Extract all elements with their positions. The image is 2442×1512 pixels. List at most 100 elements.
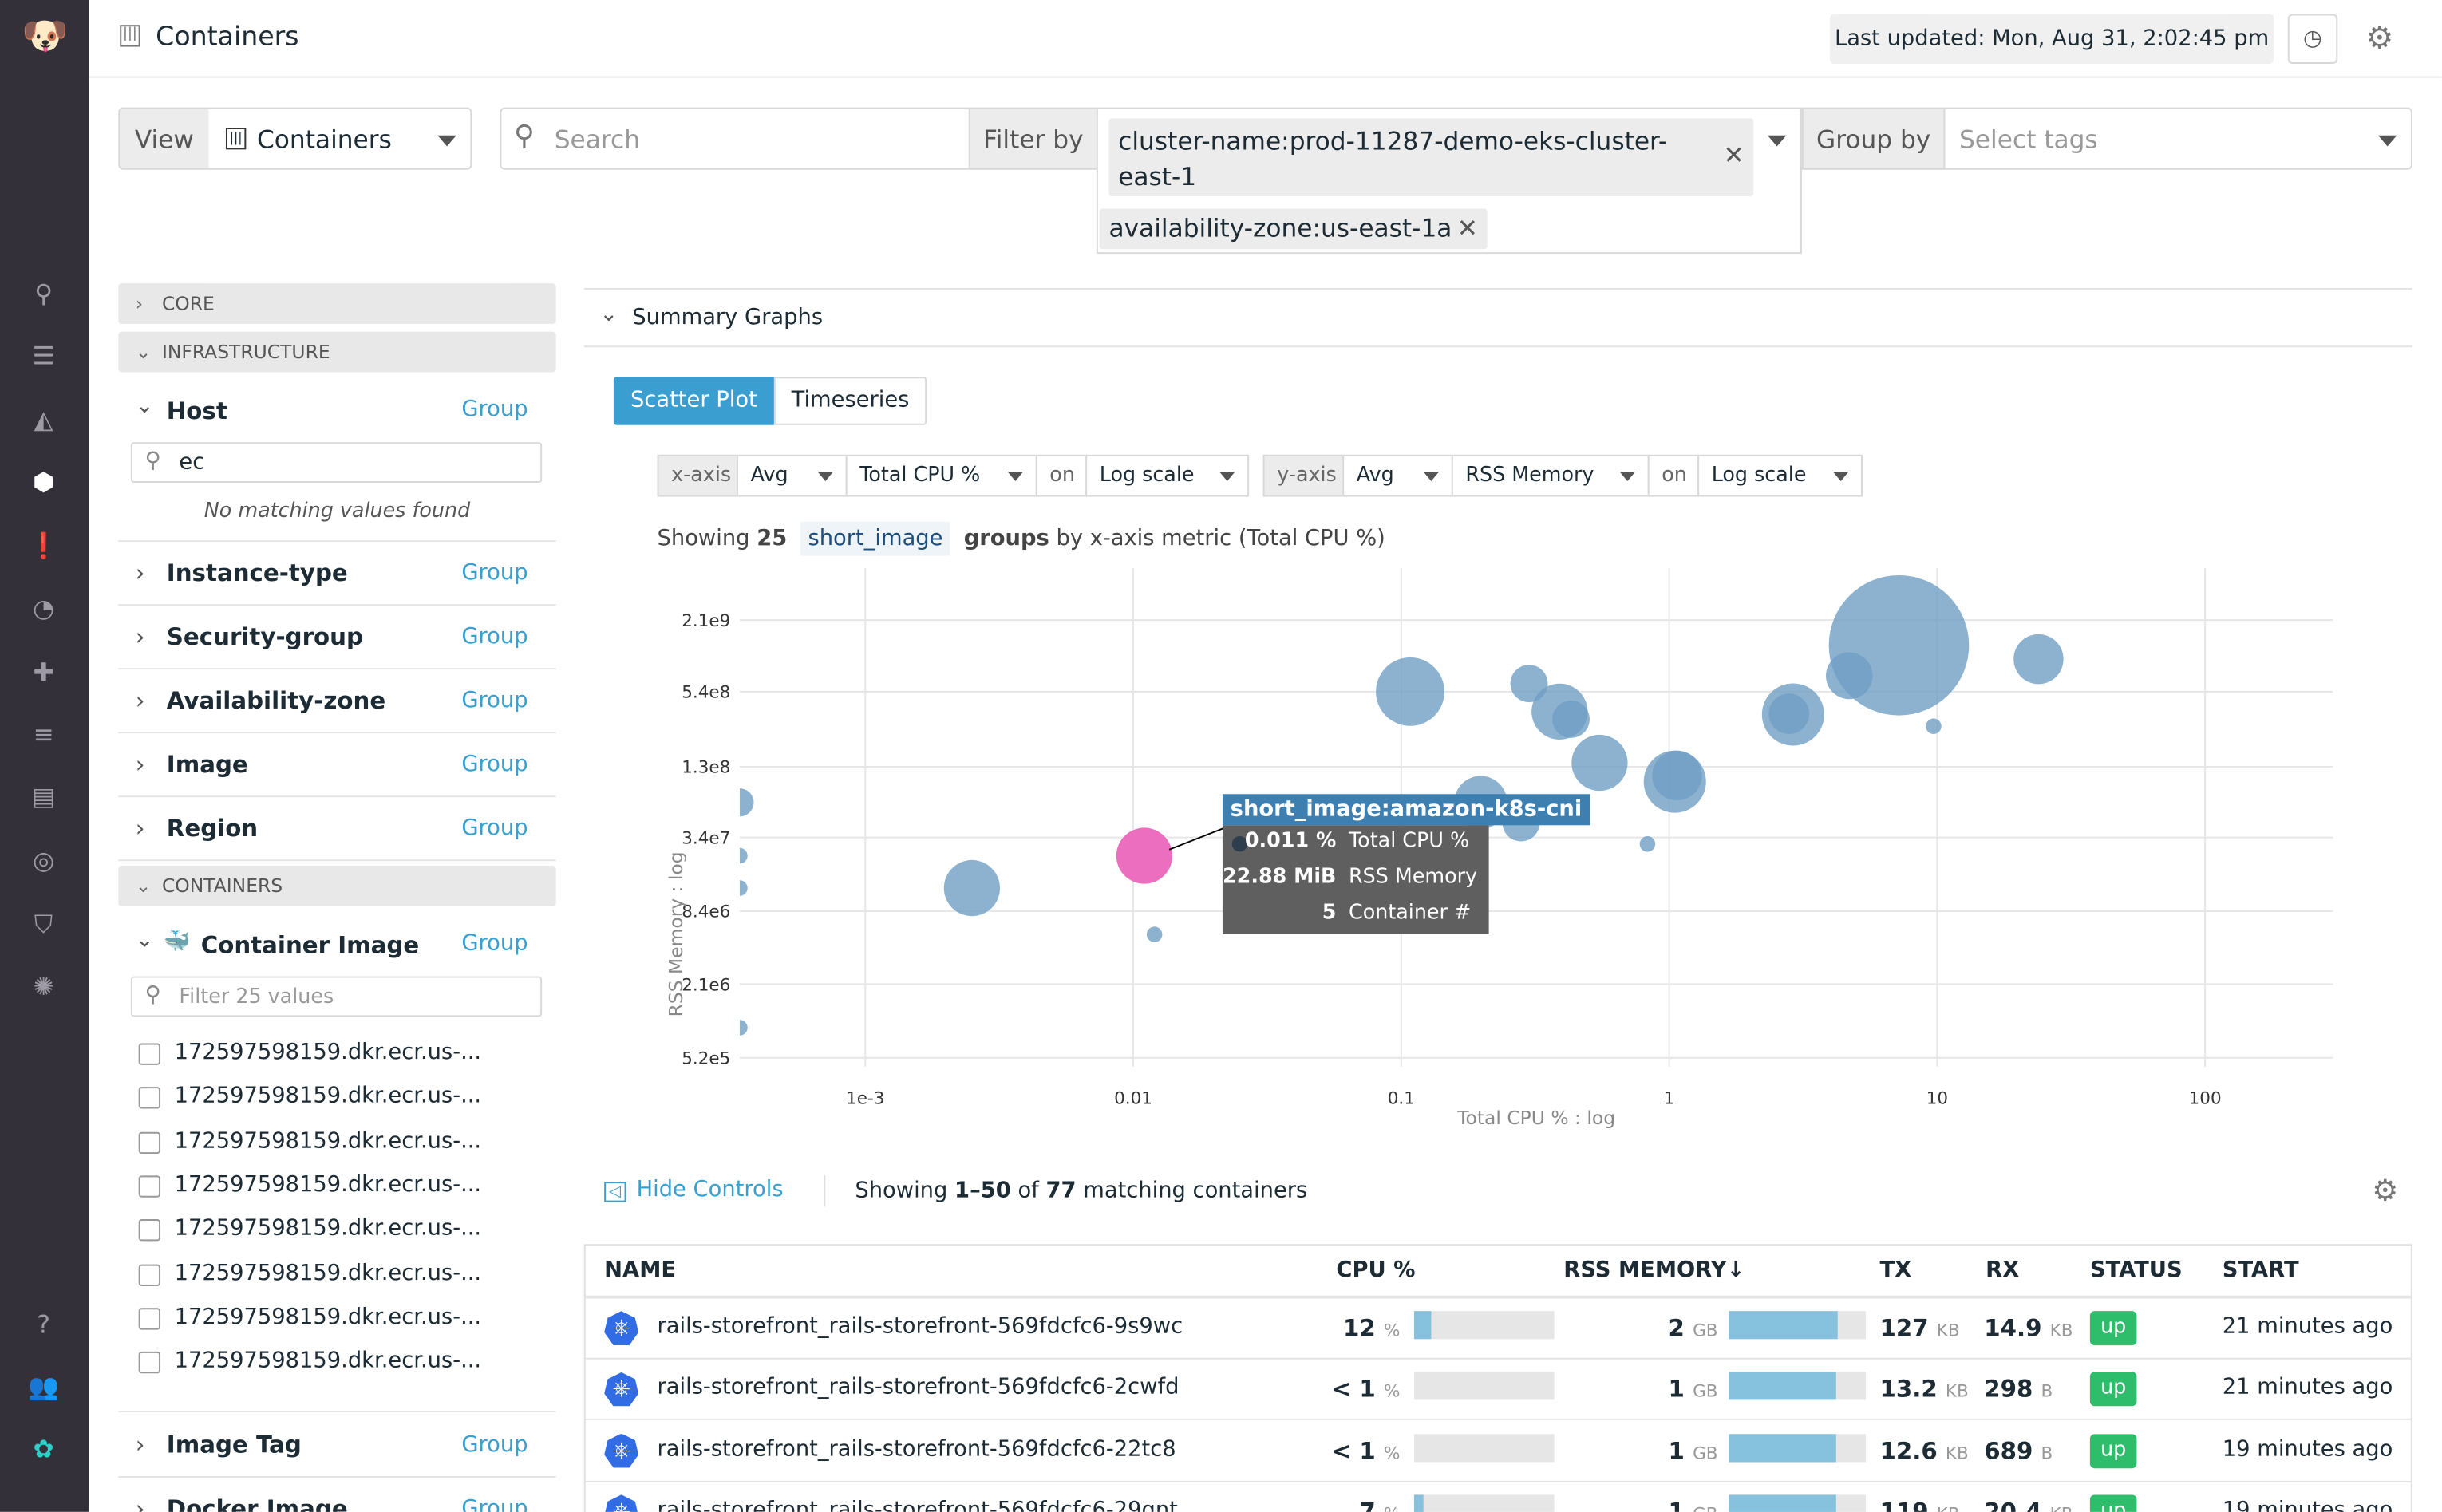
facet-docker-image[interactable]: › Docker Image Group bbox=[118, 1478, 555, 1512]
group-link[interactable]: Group bbox=[461, 815, 528, 841]
close-icon[interactable]: ✕ bbox=[1723, 140, 1745, 170]
table-settings-gear-icon[interactable]: ⚙ bbox=[2372, 1174, 2399, 1209]
data-point[interactable] bbox=[1825, 652, 1873, 700]
section-core[interactable]: › CORE bbox=[118, 283, 556, 324]
container-name[interactable]: rails-storefront_rails-storefront-569fdc… bbox=[657, 1498, 1178, 1512]
container-image-checkbox[interactable] bbox=[138, 1263, 161, 1285]
table-row[interactable]: ⎈ rails-storefront_rails-storefront-569f… bbox=[585, 1360, 2412, 1421]
data-point[interactable] bbox=[1146, 926, 1163, 942]
data-point[interactable] bbox=[1552, 700, 1590, 738]
hide-controls-button[interactable]: ◁ Hide Controls bbox=[604, 1177, 784, 1202]
container-image-checkbox[interactable] bbox=[138, 1087, 161, 1110]
gear-icon[interactable]: ⚙ bbox=[2365, 18, 2394, 57]
data-point[interactable] bbox=[732, 880, 748, 896]
x-scale-select[interactable]: Log scale bbox=[1085, 454, 1250, 497]
container-image-filter-input[interactable]: ⚲ Filter 25 values bbox=[130, 976, 543, 1017]
data-point[interactable] bbox=[1926, 718, 1942, 734]
y-metric-select[interactable]: RSS Memory bbox=[1451, 454, 1650, 497]
binoculars-icon[interactable]: ⚲ bbox=[34, 278, 53, 309]
group-by-select[interactable]: Select tags bbox=[1943, 107, 2412, 170]
data-point[interactable] bbox=[1510, 665, 1548, 703]
team-icon[interactable]: 👥 bbox=[28, 1372, 60, 1402]
data-point[interactable] bbox=[725, 788, 754, 817]
group-link[interactable]: Group bbox=[461, 930, 528, 957]
filter-tags-input[interactable]: cluster-name:prod-11287-demo-eks-cluster… bbox=[1096, 107, 1802, 255]
chevron-down-icon[interactable]: ⌄ bbox=[135, 928, 154, 953]
x-agg-select[interactable]: Avg bbox=[737, 454, 848, 497]
container-image-checkbox[interactable] bbox=[138, 1131, 161, 1154]
datadog-logo-icon[interactable]: 🐶 bbox=[22, 14, 69, 58]
chevron-down-icon[interactable]: ⌄ bbox=[135, 393, 154, 419]
infrastructure-hex-icon[interactable]: ⬢ bbox=[33, 467, 55, 497]
search-input[interactable]: ⚲ Search bbox=[500, 107, 970, 170]
facet-instance-type[interactable]: › Instance-type Group bbox=[118, 542, 556, 606]
rum-icon[interactable]: ✺ bbox=[33, 971, 54, 1001]
y-agg-select[interactable]: Avg bbox=[1342, 454, 1453, 497]
view-selector[interactable]: View ||| Containers bbox=[118, 107, 472, 170]
integrations-puzzle-icon[interactable]: ✚ bbox=[33, 657, 54, 687]
column-rss-memory[interactable]: RSS MEMORY↓ bbox=[1563, 1257, 1745, 1284]
close-icon[interactable]: ✕ bbox=[1456, 213, 1478, 243]
group-tag[interactable]: short_image bbox=[800, 521, 951, 556]
data-point[interactable] bbox=[1768, 693, 1810, 734]
data-point[interactable] bbox=[1639, 836, 1656, 852]
section-containers[interactable]: ⌄ CONTAINERS bbox=[118, 866, 556, 906]
container-image-checkbox[interactable] bbox=[138, 1352, 161, 1374]
data-point-highlighted[interactable] bbox=[1116, 827, 1173, 884]
column-status[interactable]: STATUS bbox=[2089, 1257, 2183, 1284]
container-image-checkbox[interactable] bbox=[138, 1175, 161, 1198]
summary-graphs-header[interactable]: ⌄ Summary Graphs bbox=[583, 288, 2412, 348]
account-avatar-icon[interactable]: ✿ bbox=[33, 1434, 54, 1464]
group-link[interactable]: Group bbox=[461, 752, 528, 777]
chevron-down-icon[interactable] bbox=[1767, 135, 1787, 147]
apm-gauge-icon[interactable]: ◔ bbox=[33, 593, 55, 623]
logs-icon[interactable]: ≡ bbox=[33, 719, 54, 749]
container-image-checkbox[interactable] bbox=[138, 1219, 161, 1242]
table-row[interactable]: ⎈ rails-storefront_rails-storefront-569f… bbox=[586, 1482, 2412, 1512]
facet-region[interactable]: › Region Group bbox=[118, 797, 556, 862]
monitors-alert-icon[interactable]: ❗ bbox=[28, 531, 60, 561]
group-link[interactable]: Group bbox=[461, 1496, 528, 1512]
events-list-icon[interactable]: ☰ bbox=[32, 341, 55, 371]
table-row[interactable]: ⎈ rails-storefront_rails-storefront-569f… bbox=[585, 1421, 2412, 1482]
security-shield-icon[interactable]: ⛉ bbox=[34, 909, 53, 939]
column-tx[interactable]: TX bbox=[1879, 1257, 1912, 1284]
facet-image[interactable]: › Image Group bbox=[118, 733, 556, 798]
clock-icon[interactable]: ◷ bbox=[2287, 14, 2338, 65]
data-point[interactable] bbox=[732, 1020, 748, 1036]
group-link[interactable]: Group bbox=[461, 560, 528, 586]
facet-image-tag[interactable]: › Image Tag Group bbox=[118, 1414, 556, 1478]
facet-security-group[interactable]: › Security-group Group bbox=[118, 606, 556, 670]
group-link[interactable]: Group bbox=[461, 397, 528, 422]
data-point[interactable] bbox=[1571, 734, 1628, 792]
column-start[interactable]: START bbox=[2222, 1257, 2299, 1284]
container-image-checkbox[interactable] bbox=[138, 1307, 161, 1330]
x-metric-select[interactable]: Total CPU % bbox=[845, 454, 1037, 497]
table-row[interactable]: ⎈ rails-storefront_rails-storefront-569f… bbox=[585, 1299, 2412, 1360]
container-name[interactable]: rails-storefront_rails-storefront-569fdc… bbox=[657, 1436, 1176, 1462]
container-image-checkbox[interactable] bbox=[138, 1043, 161, 1065]
tab-timeseries[interactable]: Timeseries bbox=[773, 377, 927, 425]
container-name[interactable]: rails-storefront_rails-storefront-569fdc… bbox=[657, 1375, 1180, 1400]
synthetics-icon[interactable]: ◎ bbox=[33, 845, 55, 875]
facet-availability-zone[interactable]: › Availability-zone Group bbox=[118, 669, 556, 734]
group-link[interactable]: Group bbox=[461, 688, 528, 713]
host-filter-input[interactable]: ⚲ ec bbox=[130, 442, 543, 483]
notebook-icon[interactable]: ▤ bbox=[31, 781, 56, 811]
column-name[interactable]: NAME bbox=[604, 1257, 677, 1284]
help-icon[interactable]: ? bbox=[37, 1309, 50, 1340]
dashboard-chart-icon[interactable]: ◭ bbox=[34, 405, 53, 435]
column-cpu[interactable]: CPU % bbox=[1336, 1257, 1416, 1284]
group-link[interactable]: Group bbox=[461, 624, 528, 649]
section-infrastructure[interactable]: ⌄ INFRASTRUCTURE bbox=[118, 331, 556, 373]
data-point[interactable] bbox=[943, 859, 1001, 917]
container-name[interactable]: rails-storefront_rails-storefront-569fdc… bbox=[657, 1314, 1183, 1340]
group-link[interactable]: Group bbox=[461, 1432, 528, 1458]
data-point[interactable] bbox=[1376, 657, 1444, 726]
y-scale-select[interactable]: Log scale bbox=[1697, 454, 1863, 497]
data-point[interactable] bbox=[1652, 750, 1702, 801]
data-point[interactable] bbox=[732, 847, 748, 864]
column-rx[interactable]: RX bbox=[1986, 1257, 2020, 1284]
tab-scatter-plot[interactable]: Scatter Plot bbox=[613, 377, 774, 425]
data-point[interactable] bbox=[2013, 634, 2064, 685]
